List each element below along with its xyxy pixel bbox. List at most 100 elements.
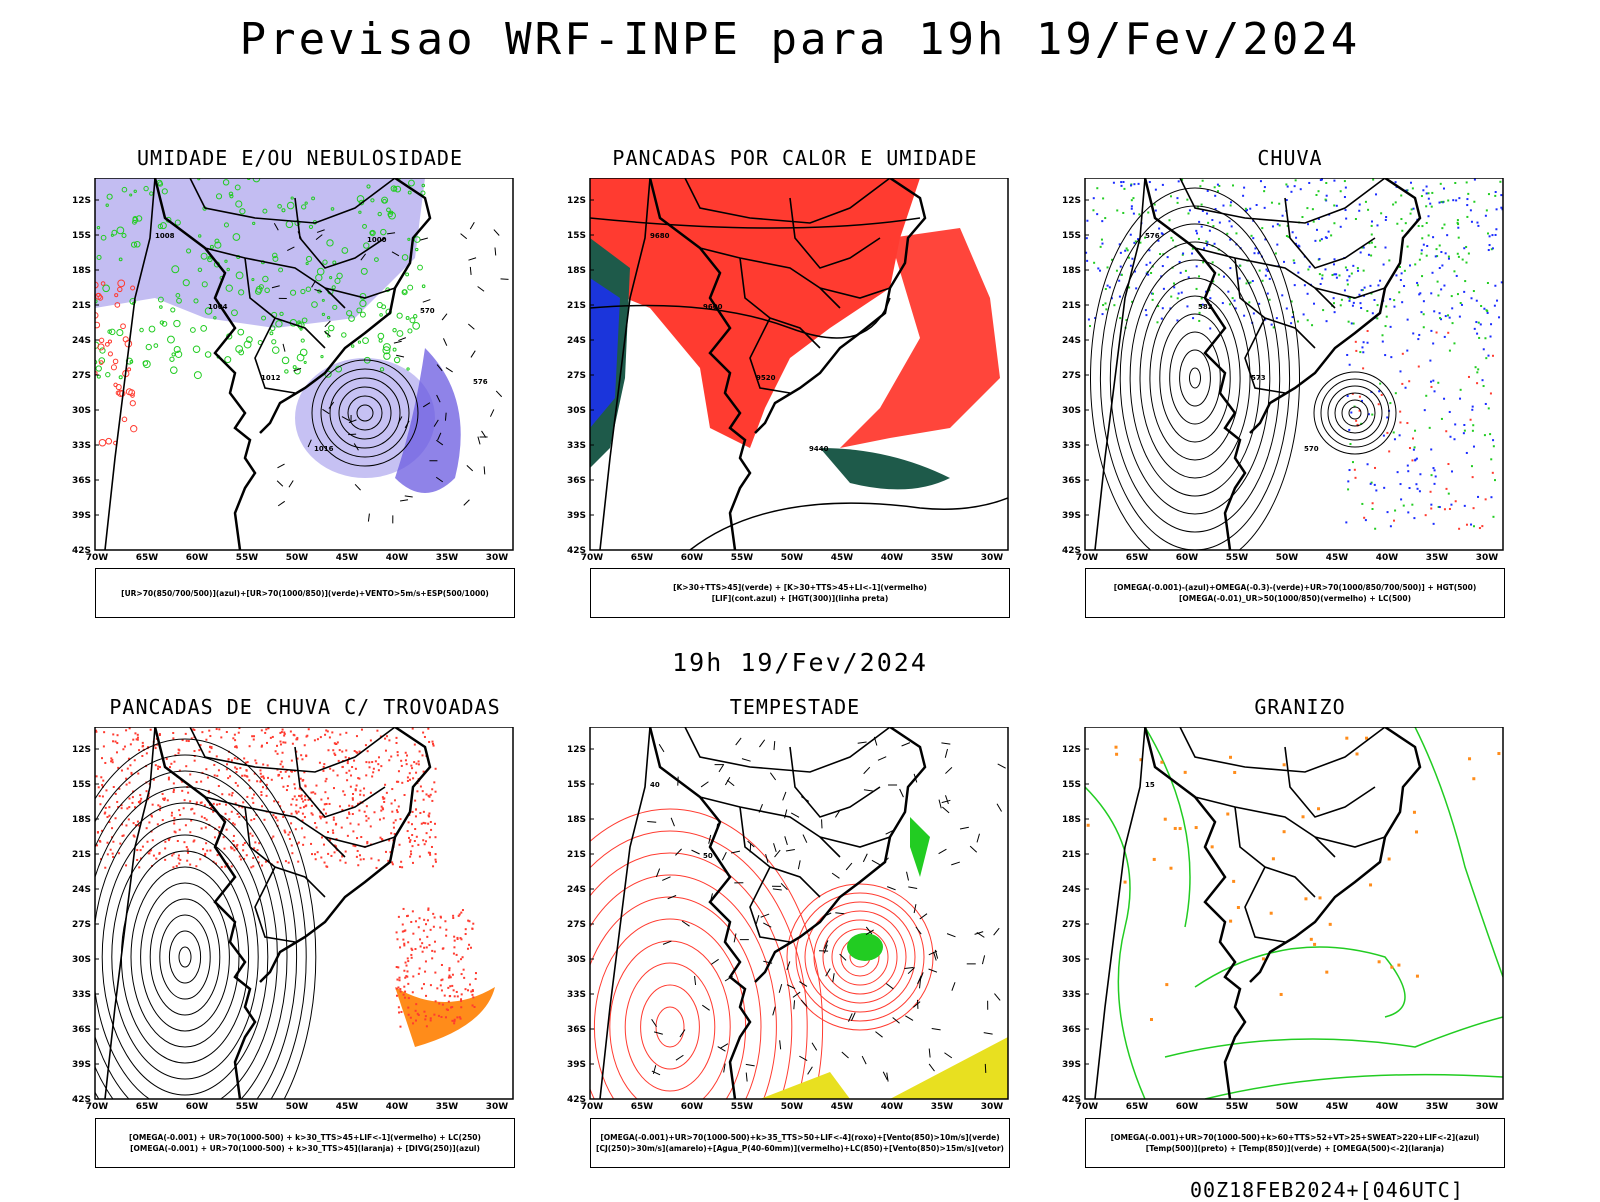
rain-pixel [1465,246,1467,248]
storm-pixel [118,852,120,854]
storm-pixel [414,744,416,746]
storm-pixel [300,754,302,756]
rain-pixel [1138,213,1140,215]
rain-pixel [1271,202,1273,204]
rain-pixel [1355,341,1357,343]
rain-pixel [1430,508,1432,510]
storm-pixel [219,803,221,805]
legend-line: [UR>70(850/700/500)](azul)+[UR>70(1000/8… [121,588,489,599]
storm-pixel [435,853,437,855]
rain-pixel [1494,305,1496,307]
omega-pixel [1270,912,1273,915]
storm-pixel [396,809,398,811]
storm-pixel [157,766,159,768]
rain-pixel [1243,315,1245,317]
storm-pixel [101,757,103,759]
valid-time-label: 19h 19/Fev/2024 [0,648,1600,677]
storm-pixel [214,774,216,776]
storm-pixel [282,741,284,743]
rain-pixel [1186,199,1188,201]
rain-pixel [1322,309,1324,311]
storm-pixel [153,855,155,857]
lon-tick-label: 30W [486,553,509,563]
storm-pixel [423,947,425,949]
rain-pixel [1385,305,1387,307]
rain-pixel [1451,470,1453,472]
rain-pixel [1178,292,1180,294]
rain-pixel [1118,280,1120,282]
storm-pixel [396,966,398,968]
storm-pixel [434,941,436,943]
rain-pixel [1443,285,1445,287]
wind-vector [484,466,485,474]
rain-pixel [1454,182,1456,184]
lat-tick-label: 12S [1062,745,1081,755]
storm-pixel [103,745,105,747]
rain-pixel [1315,194,1317,196]
storm-pixel [334,851,336,853]
rain-pixel [1445,488,1447,490]
storm-pixel [290,731,292,733]
storm-pixel [252,802,254,804]
rain-pixel [1246,282,1248,284]
rain-pixel [1465,262,1467,264]
storm-pixel [172,866,174,868]
rain-pixel [1455,500,1457,502]
storm-pixel [205,842,207,844]
storm-pixel [330,855,332,857]
wind-vector [647,822,656,823]
lat-tick-label: 39S [567,1060,586,1070]
storm-pixel [298,811,300,813]
lon-tick-label: 60W [1176,1102,1199,1112]
storm-pixel [411,957,413,959]
storm-pixel [433,781,435,783]
lon-tick-label: 50W [286,553,309,563]
rain-pixel [1489,433,1491,435]
storm-pixel [129,764,131,766]
lat-tick-label: 18S [72,266,91,276]
storm-pixel [248,779,250,781]
rain-pixel [1407,465,1409,467]
rain-pixel [1290,191,1292,193]
storm-pixel [368,761,370,763]
storm-pixel [398,977,400,979]
storm-pixel [418,763,420,765]
storm-pixel [122,748,124,750]
rain-pixel [1152,299,1154,301]
storm-pixel [132,739,134,741]
lon-tick-label: 35W [1426,553,1449,563]
storm-pixel [403,994,405,996]
storm-pixel [164,859,166,861]
storm-pixel [116,751,118,753]
lon-tick-label: 50W [781,1102,804,1112]
wind-vector [445,413,446,421]
storm-pixel [237,785,239,787]
storm-pixel [137,734,139,736]
storm-pixel [376,730,378,732]
rain-pixel [1196,232,1198,234]
rain-pixel [1348,300,1350,302]
storm-pixel [213,764,215,766]
storm-pixel [214,836,216,838]
rain-pixel [1333,263,1335,265]
lat-tick-label: 39S [1062,1060,1081,1070]
rain-pixel [1488,407,1490,409]
legend-line: [K>30+TTS>45](verde) + [K>30+TTS>45+LI<-… [673,582,927,593]
rain-pixel [1405,222,1407,224]
rain-pixel [1124,250,1126,252]
omega-pixel [1302,815,1305,818]
storm-pixel [206,850,208,852]
storm-pixel [436,987,438,989]
storm-pixel [391,802,393,804]
storm-pixel [323,844,325,846]
rain-pixel [1162,265,1164,267]
storm-pixel [449,995,451,997]
storm-pixel [433,926,435,928]
rain-pixel [1457,222,1459,224]
rain-pixel [1259,270,1261,272]
rain-pixel [1488,249,1490,251]
storm-pixel [414,840,416,842]
storm-pixel [314,793,316,795]
storm-pixel [260,773,262,775]
storm-pixel [409,779,411,781]
